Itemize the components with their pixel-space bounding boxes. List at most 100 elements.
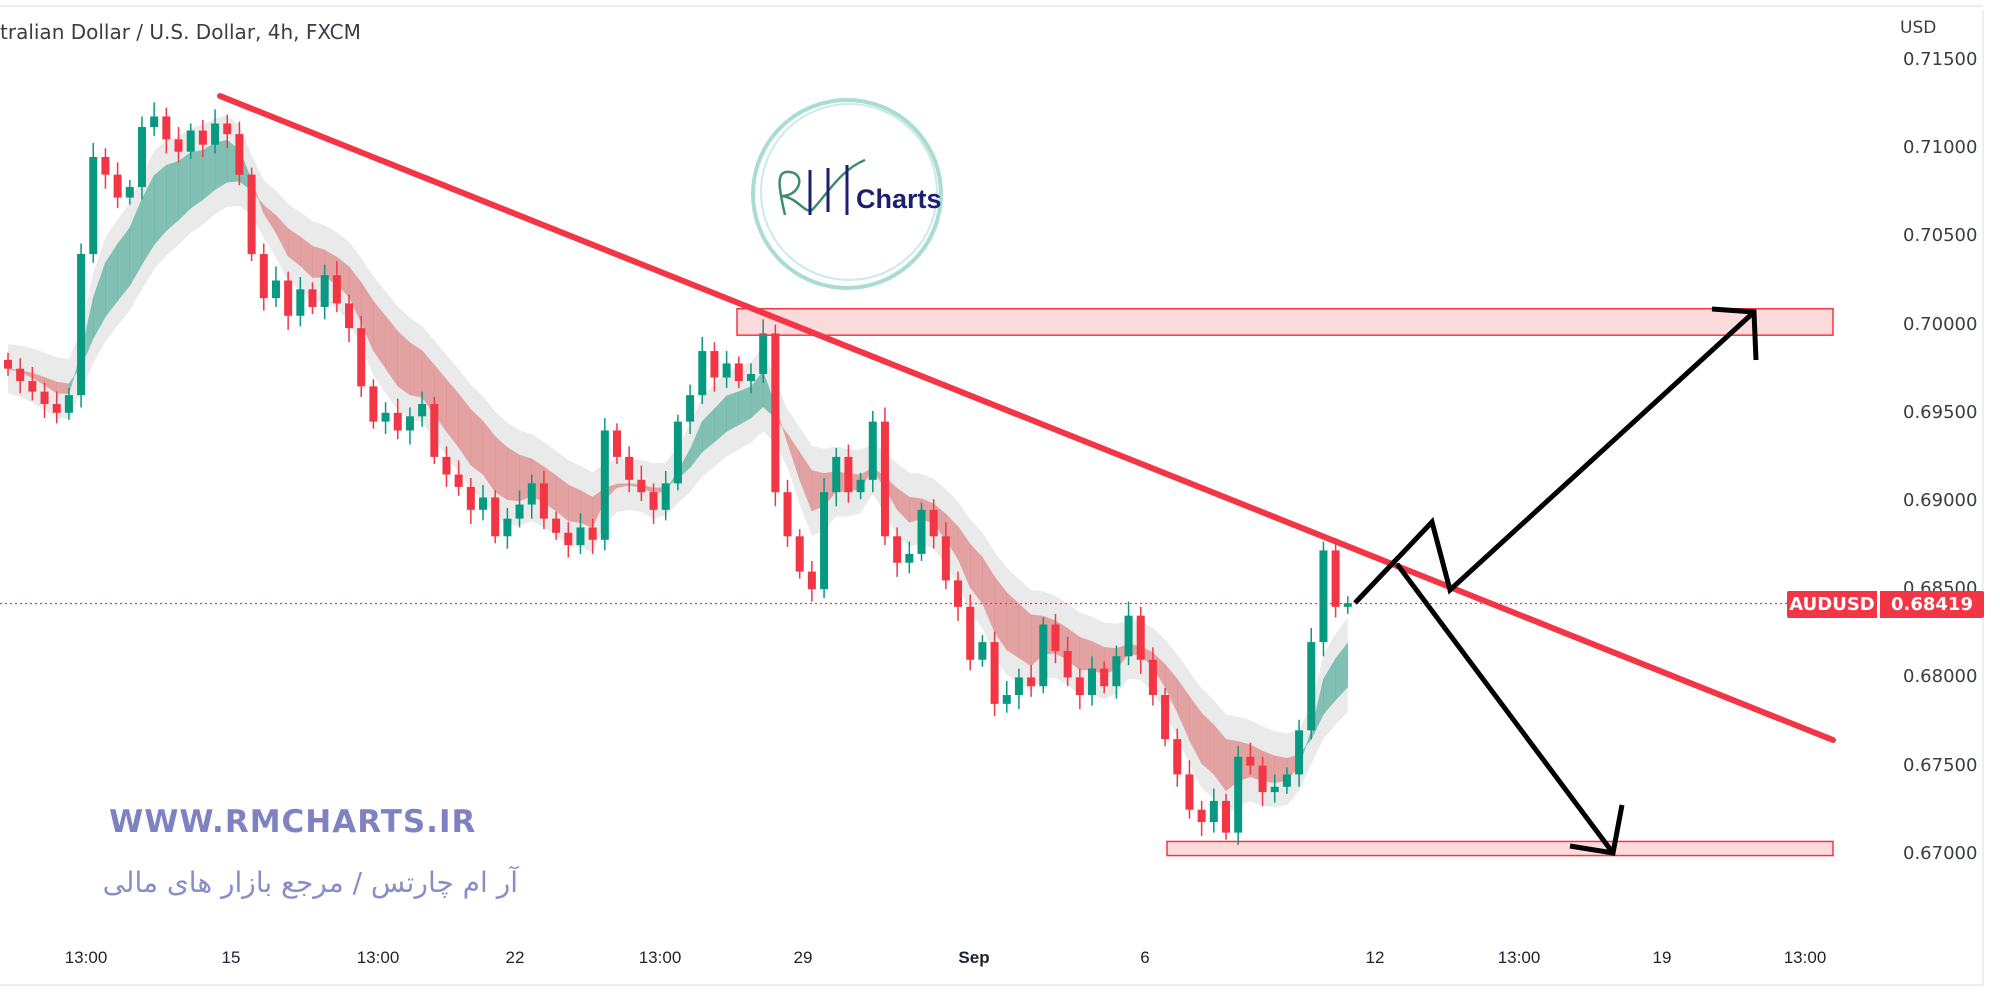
ribbon-segment [726,391,740,432]
rm-charts-logo: Charts [751,98,943,290]
candle-up [479,497,488,510]
candle-up [503,518,512,537]
time-tick: 13:00 [356,948,400,967]
candle-up [381,412,390,422]
candle-down [198,130,207,145]
candle-down [4,359,12,369]
ribbon-segment [397,330,411,396]
candle-up [271,280,280,299]
candle-down [308,289,317,307]
candle-down [1185,774,1194,810]
candle-down [880,421,889,537]
time-tick: 6 [1140,948,1150,967]
candles [4,102,1352,845]
candle-up [125,187,134,198]
candle-up [89,157,98,255]
last-price-badge: 0.68419 [1880,591,1984,618]
candle-up [527,483,536,505]
candle-up [1295,730,1304,775]
candle-up [686,395,695,422]
candle-down [710,351,719,378]
time-tick: Sep [958,948,990,967]
candle-down [1075,677,1084,696]
trendline [217,92,1836,744]
time-tick: 13:00 [1783,948,1827,967]
chart-title: tralian Dollar / U.S. Dollar, 4h, FXCM [0,20,361,44]
candle-up [1002,695,1011,704]
candle-down [357,328,366,387]
candle-down [941,536,950,581]
candle-down [771,333,780,493]
ribbon-segment [738,386,752,426]
candle-down [539,483,548,519]
support-zone [1166,840,1834,857]
candle-down [28,381,37,392]
candle-up [1209,800,1218,823]
candle-down [954,580,963,607]
price-tick: 0.70000 [1903,313,1978,335]
price-tick: 0.68000 [1903,666,1978,688]
candle-down [1222,800,1230,833]
candle-up [856,479,865,493]
watermark-site: WWW.RMCHARTS.IR [109,804,477,840]
candle-down [454,474,463,487]
ribbon-segment [568,484,581,524]
price-tick: 0.69000 [1903,490,1978,511]
candle-down [588,527,597,540]
candle-down [637,479,646,493]
candle-down [393,412,402,431]
ribbon-segment [409,342,423,398]
candle-down [1051,624,1060,651]
candle-up [698,351,707,396]
candle-down [223,123,232,135]
candle-up [1039,624,1048,687]
candle-up [722,363,731,378]
candle-down [345,303,354,329]
arrow-down-path [1394,562,1625,856]
ma-ribbon [7,139,1349,792]
candle-down [442,456,451,475]
time-tick: 12 [1365,948,1385,967]
candle-up [1112,656,1121,687]
candle-down [113,174,122,198]
candle-down [966,606,975,660]
candle-down [783,492,792,537]
candle-down [174,139,183,152]
ribbon-segment [1006,591,1020,659]
candle-up [1307,642,1316,731]
candle-up [576,527,585,546]
candle-down [893,536,902,563]
candle-down [259,254,268,299]
candle-up [515,504,524,519]
ribbon-segment [580,490,593,528]
candle-down [430,403,439,457]
candle-down [649,492,658,510]
candle-down [564,532,573,546]
candle-up [320,275,329,307]
candle-up [868,421,877,480]
candle-down [1161,695,1170,740]
ribbon-segment [312,245,325,278]
candle-down [1100,668,1109,687]
currency-label: USD [1900,18,1937,38]
ribbon-segment [494,435,508,501]
candle-down [16,368,25,382]
arrow-up-path [1353,306,1759,605]
candle-down [613,430,621,457]
ribbon-segment [507,446,520,502]
price-tick: 0.71000 [1903,137,1978,159]
candle-up [137,127,146,188]
time-tick: 13:00 [638,948,682,967]
candle-down [1197,809,1206,823]
time-tick: 13:00 [1497,948,1541,967]
candle-up [759,333,768,374]
candle-up [905,553,914,563]
ribbon-segment [470,408,484,475]
ribbon-segment [1018,603,1032,667]
ribbon-segment [166,160,179,232]
candle-down [734,363,743,382]
time-tick: 19 [1652,948,1672,967]
candle-down [284,280,293,316]
candle-up [1234,756,1243,833]
